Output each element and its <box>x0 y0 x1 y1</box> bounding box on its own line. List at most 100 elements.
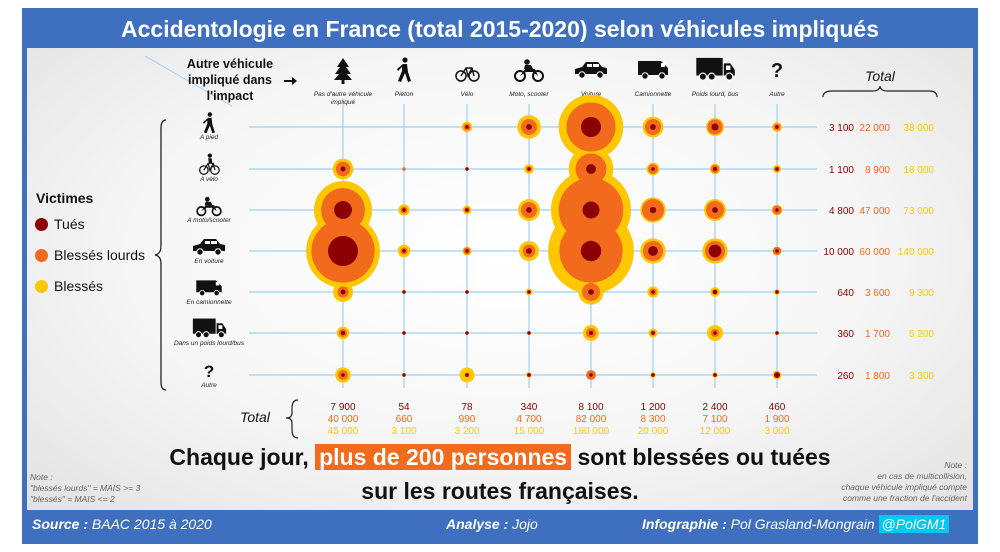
bubble-killed <box>526 124 532 130</box>
column-total-injured: 20 000 <box>638 426 669 437</box>
footer-source: Source : BAAC 2015 à 2020 <box>32 516 212 532</box>
column-total-severe: 7 100 <box>702 414 727 425</box>
header-other-vehicle-line-3: l'impact <box>207 89 255 103</box>
car-icon-wheel <box>578 71 586 79</box>
column-total-severe: 4 700 <box>516 414 541 425</box>
column-label: Autre <box>768 91 785 98</box>
car-icon <box>575 62 607 79</box>
bubble-killed <box>712 207 718 213</box>
legend-label-injured: Blessés <box>54 278 104 294</box>
note-left-line-2: "blessés" = MAIS <= 2 <box>30 494 115 504</box>
column-total-severe: 990 <box>459 414 476 425</box>
column-total-severe: 660 <box>396 414 413 425</box>
van-icon-window <box>661 63 665 67</box>
footer-analysis-label: Analyse : <box>446 516 509 532</box>
bubble-killed <box>527 167 531 171</box>
column-label: Vélo <box>460 91 473 98</box>
legend-dot-injured <box>35 280 48 293</box>
row-total-injured: 73 000 <box>903 206 934 217</box>
row-label: A vélo <box>199 176 218 183</box>
bubble-killed <box>649 206 657 214</box>
bubble-killed <box>402 290 406 294</box>
motorcycle-icon-wheel <box>211 206 222 217</box>
tree-icon-part <box>334 58 352 80</box>
row-total-severe: 1 800 <box>865 371 890 382</box>
row-total-injured: 3 300 <box>909 371 934 382</box>
bubble-killed <box>713 373 717 377</box>
question-icon: ? <box>204 362 214 381</box>
legend-label-severe: Blessés lourds <box>54 247 146 263</box>
bubble-killed <box>402 373 406 377</box>
motorcycle-icon-wheel <box>196 206 207 217</box>
van-icon-window <box>215 282 220 286</box>
row-total-injured: 5 200 <box>909 329 934 340</box>
chart-panel: Autre véhicule impliqué dans l'impact Pas d… <box>27 48 973 510</box>
header-other-vehicle-line-2: impliqué dans <box>188 73 272 87</box>
van-icon <box>196 280 222 297</box>
bubble-killed <box>650 124 656 130</box>
tree-icon-part <box>341 80 345 84</box>
cyclist-icon-wheel <box>199 165 209 175</box>
column-total-injured: 45 000 <box>328 426 359 437</box>
bubble-killed <box>713 167 717 171</box>
column-total-injured: 3 000 <box>764 426 789 437</box>
van-icon <box>638 61 668 80</box>
car-icon-window <box>205 241 210 244</box>
van-icon-wheel <box>213 289 220 297</box>
pedestrian-icon-part <box>402 57 408 63</box>
bubble-killed <box>582 201 600 219</box>
row-total-severe: 22 000 <box>859 123 890 134</box>
caption-line-1: Chaque jour, plus de 200 personnes sont … <box>27 444 973 471</box>
bubble-killed <box>580 240 602 262</box>
note-right-line-1: en cas de multicollision, <box>877 471 967 481</box>
car-icon <box>193 239 225 256</box>
row-total-killed: 10 000 <box>823 247 854 258</box>
row-total-severe: 60 000 <box>859 247 890 258</box>
cyclist-icon-frame <box>203 162 216 172</box>
pedestrian-icon-part <box>207 112 213 117</box>
column-label: impliqué <box>331 99 356 106</box>
footer-source-label: Source : <box>32 516 89 532</box>
column-total-killed: 78 <box>461 402 473 413</box>
column-total-killed: 8 100 <box>578 402 603 413</box>
bubble-killed <box>775 208 779 212</box>
van-icon-wheel <box>199 289 206 297</box>
truck-icon <box>192 318 227 339</box>
legend-dot-severe <box>35 249 48 262</box>
motorcycle-icon-part <box>524 65 533 69</box>
column-total-severe: 82 000 <box>576 414 607 425</box>
twitter-handle-link[interactable]: @PolGM1 <box>878 515 950 533</box>
row-label: Dans un poids lourd/bus <box>174 340 245 347</box>
note-right: Note : en cas de multicollision, chaque … <box>841 460 967 504</box>
arrow-right-icon <box>284 77 297 85</box>
truck-icon-window <box>218 325 223 329</box>
header-other-vehicle-line-1: Autre véhicule <box>187 57 273 71</box>
bubble-killed <box>648 246 658 256</box>
bubble-killed <box>328 236 358 266</box>
truck-icon-wheel <box>217 331 225 339</box>
column-total-killed: 340 <box>521 402 538 413</box>
car-icon-window <box>211 241 217 244</box>
column-total-injured: 180 000 <box>573 426 610 437</box>
car-icon-wheel <box>214 248 222 256</box>
column-total-injured: 3 100 <box>391 426 416 437</box>
column-total-killed: 1 200 <box>640 402 665 413</box>
truck-icon-wheel <box>202 331 210 339</box>
row-total-injured: 38 000 <box>903 123 934 134</box>
bubble-killed <box>465 373 469 377</box>
note-right-line-2: chaque véhicule impliqué compte <box>841 482 967 492</box>
row-total-killed: 4 800 <box>829 206 854 217</box>
note-right-title: Note : <box>944 460 967 470</box>
footer-source-value: BAAC 2015 à 2020 <box>91 516 212 532</box>
footer-analysis: Analyse : Jojo <box>446 516 538 532</box>
bubble-killed <box>340 166 346 172</box>
caption-highlight: plus de 200 personnes <box>315 444 572 470</box>
column-total-injured: 12 000 <box>700 426 731 437</box>
column-total-killed: 7 900 <box>330 402 355 413</box>
motorcycle-icon <box>196 196 222 217</box>
bubble-killed <box>402 208 406 212</box>
bubble-killed <box>465 331 469 335</box>
bubble-killed <box>651 331 655 335</box>
truck-icon-wheel <box>707 72 716 81</box>
motorcycle-icon-part <box>520 69 538 76</box>
